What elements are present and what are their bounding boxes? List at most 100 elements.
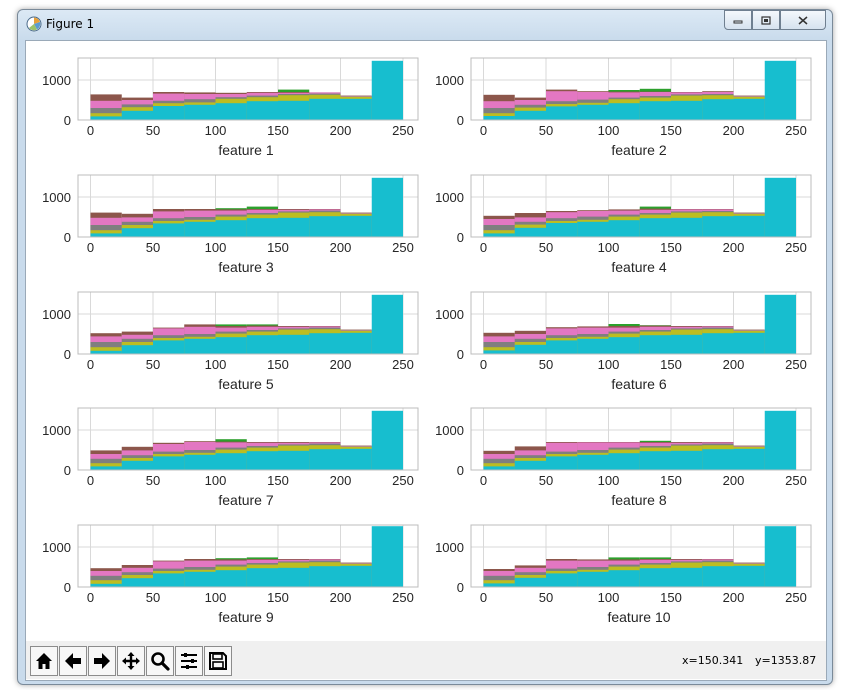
subplot-8: 0 50 100 150 200 250 0 1000 feature 8 — [435, 407, 812, 508]
axes-frame — [470, 407, 812, 471]
minimize-icon — [733, 20, 743, 24]
x-tick-label: 250 — [392, 123, 414, 138]
histogram-bar — [246, 568, 278, 587]
x-tick-label: 0 — [87, 240, 94, 255]
x-tick-label: 150 — [267, 473, 289, 488]
x-axis-label: feature 1 — [218, 142, 273, 158]
histogram-bar — [309, 98, 341, 120]
histogram-bar — [340, 98, 372, 120]
x-tick-label: 250 — [785, 590, 807, 605]
configure-subplots-button[interactable] — [175, 646, 203, 676]
x-tick-label: 200 — [723, 240, 745, 255]
y-tick-label: 0 — [457, 230, 464, 245]
histogram-bar — [340, 332, 372, 354]
histogram-bar — [514, 344, 546, 354]
x-tick-label: 50 — [539, 240, 553, 255]
histogram-bar — [184, 338, 216, 354]
x-tick-label: 100 — [205, 240, 227, 255]
x-tick-label: 0 — [87, 590, 94, 605]
subplot-9: 0 50 100 150 200 250 0 1000 feature 9 — [42, 524, 419, 625]
histogram-bar — [153, 106, 185, 120]
histogram-bar — [639, 218, 671, 237]
histogram-bar — [340, 215, 372, 237]
x-tick-label: 50 — [146, 473, 160, 488]
histogram-bar — [608, 570, 640, 587]
axes-frame — [77, 57, 419, 121]
x-tick-label: 0 — [87, 123, 94, 138]
histogram-bar — [608, 337, 640, 354]
histogram-bar — [184, 104, 216, 120]
y-tick-label: 0 — [457, 113, 464, 128]
x-tick-label: 200 — [330, 240, 352, 255]
histogram-bar — [121, 460, 153, 470]
histogram-bar — [639, 101, 671, 120]
home-button[interactable] — [30, 646, 58, 676]
x-tick-label: 150 — [660, 590, 682, 605]
y-tick-label: 0 — [64, 230, 71, 245]
x-tick-label: 0 — [480, 473, 487, 488]
histogram-bar — [153, 223, 185, 237]
x-tick-label: 0 — [480, 357, 487, 372]
histogram-bar — [90, 580, 122, 587]
x-tick-label: 200 — [723, 590, 745, 605]
subplot-4: 0 50 100 150 200 250 0 1000 feature 4 — [435, 174, 812, 275]
x-tick-label: 200 — [330, 357, 352, 372]
histogram-bar — [546, 573, 578, 587]
title-bar[interactable]: Figure 1 — [18, 10, 832, 38]
histogram-bar — [514, 577, 546, 587]
window-title: Figure 1 — [46, 17, 95, 31]
axes-frame — [470, 57, 812, 121]
back-button[interactable] — [59, 646, 87, 676]
histogram-bar — [309, 333, 341, 354]
histogram-bar — [215, 570, 247, 587]
y-tick-label: 1000 — [435, 423, 464, 438]
x-axis-label: feature 3 — [218, 259, 273, 275]
x-tick-label: 100 — [598, 357, 620, 372]
subplot-6: 0 50 100 150 200 250 0 1000 feature 6 — [435, 291, 812, 392]
x-axis-label: feature 2 — [611, 142, 666, 158]
x-tick-label: 150 — [660, 357, 682, 372]
histogram-bar — [90, 350, 122, 354]
subplot-1: 0 50 100 150 200 250 0 1000 feature 1 — [42, 57, 419, 158]
histogram-bar — [671, 567, 703, 587]
x-tick-label: 150 — [267, 357, 289, 372]
pan-button[interactable] — [117, 646, 145, 676]
x-axis-label: feature 5 — [218, 376, 273, 392]
histogram-bar — [639, 568, 671, 587]
figure-canvas[interactable]: 0 50 100 150 200 250 0 1000 feature 1 0 50 100 150 20… — [26, 41, 826, 641]
x-axis-label: feature 9 — [218, 609, 273, 625]
histogram-bar — [371, 177, 403, 237]
histogram-bar — [483, 350, 515, 354]
y-tick-label: 0 — [457, 580, 464, 595]
histogram-bar — [577, 454, 609, 470]
x-tick-label: 200 — [723, 473, 745, 488]
x-tick-label: 50 — [146, 240, 160, 255]
close-button[interactable] — [780, 10, 826, 30]
histogram-bar — [702, 99, 734, 120]
minimize-button[interactable] — [724, 10, 752, 30]
maximize-button[interactable] — [752, 10, 780, 30]
histogram-bar — [215, 220, 247, 237]
histogram-bar — [733, 565, 765, 587]
zoom-button[interactable] — [146, 646, 174, 676]
y-tick-label: 1000 — [42, 540, 71, 555]
histogram-bar — [215, 453, 247, 470]
histogram-bar — [371, 60, 403, 120]
histogram-bar — [90, 233, 122, 237]
histogram-bar — [153, 573, 185, 587]
forward-button[interactable] — [88, 646, 116, 676]
x-axis-label: feature 4 — [611, 259, 666, 275]
histogram-bar — [764, 410, 796, 470]
pan-icon — [122, 652, 140, 670]
histogram-bar — [764, 526, 796, 587]
save-button[interactable] — [204, 646, 232, 676]
histogram-bar — [546, 340, 578, 354]
y-tick-label: 0 — [457, 347, 464, 362]
histogram-bar — [371, 294, 403, 354]
histogram-bar — [639, 451, 671, 470]
histogram-bar — [121, 578, 153, 587]
home-icon — [36, 653, 52, 669]
x-tick-label: 150 — [267, 123, 289, 138]
configure-subplots-icon — [181, 653, 197, 669]
y-tick-label: 0 — [457, 463, 464, 478]
